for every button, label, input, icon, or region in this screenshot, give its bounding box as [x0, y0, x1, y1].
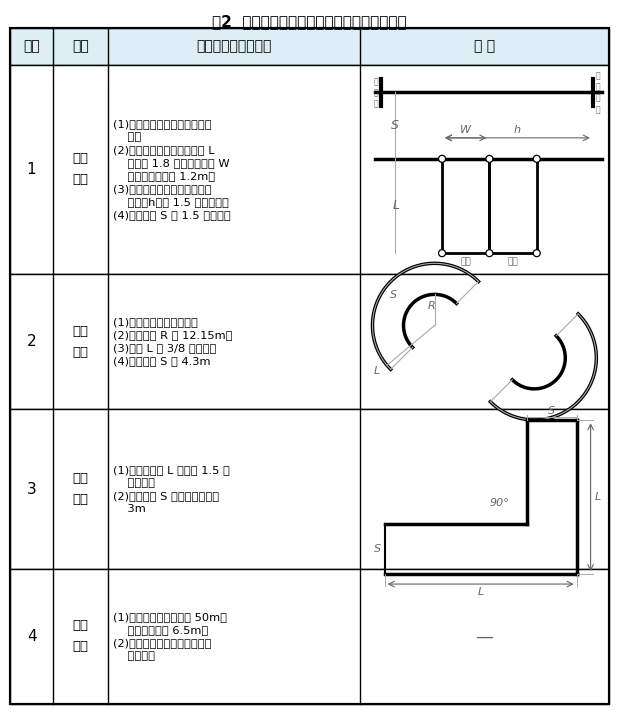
- Text: L: L: [595, 492, 601, 502]
- Text: 警示标志: 警示标志: [113, 651, 155, 661]
- Text: 总车长；: 总车长；: [113, 478, 155, 488]
- Text: (3)甲、乙车位外边线与起止线: (3)甲、乙车位外边线与起止线: [113, 184, 212, 194]
- Text: h: h: [514, 125, 521, 135]
- Text: S: S: [548, 406, 555, 416]
- Text: S: S: [391, 119, 399, 132]
- Text: (1)设置连续圆弧曲线路；: (1)设置连续圆弧曲线路；: [113, 317, 198, 327]
- Text: 曲线
行驶: 曲线 行驶: [72, 324, 89, 359]
- Text: (1)路段的直线长不小于 50m、: (1)路段的直线长不小于 50m、: [113, 612, 227, 622]
- Text: (3)弧长 L 为 3/8 圆周长；: (3)弧长 L 为 3/8 圆周长；: [113, 343, 217, 353]
- Text: (2)行车道宽 S 为牵引车轴距加: (2)行车道宽 S 为牵引车轴距加: [113, 490, 219, 500]
- Text: (2)外圆半径 R 为 12.15m；: (2)外圆半径 R 为 12.15m；: [113, 330, 233, 340]
- Circle shape: [486, 155, 493, 163]
- Text: 名称: 名称: [72, 39, 89, 53]
- Text: (1)直角弯路长 L 不小于 1.5 倍: (1)直角弯路长 L 不小于 1.5 倍: [113, 465, 230, 475]
- Bar: [10, 409, 609, 569]
- Text: L: L: [374, 366, 380, 376]
- Text: 倒车
训练: 倒车 训练: [72, 619, 89, 654]
- Circle shape: [438, 250, 446, 256]
- Text: 3: 3: [27, 482, 37, 497]
- Text: (2)非专门设置时，设置必要的: (2)非专门设置时，设置必要的: [113, 638, 212, 648]
- Text: S: S: [390, 291, 397, 301]
- Text: 2: 2: [27, 334, 37, 349]
- Text: 起
终
点
线: 起 终 点 线: [596, 72, 600, 114]
- Text: L: L: [477, 587, 484, 597]
- Text: S: S: [374, 544, 381, 554]
- Circle shape: [438, 155, 446, 163]
- Text: 序号: 序号: [23, 39, 40, 53]
- Circle shape: [486, 250, 493, 256]
- Text: L: L: [392, 200, 399, 213]
- Text: 道路宽不小于 6.5m；: 道路宽不小于 6.5m；: [113, 625, 209, 635]
- Text: 图 示: 图 示: [474, 39, 495, 53]
- Text: 乙库: 乙库: [461, 257, 471, 266]
- Text: 90°: 90°: [490, 498, 509, 508]
- Text: 的距离h均为 1.5 倍总车长；: 的距离h均为 1.5 倍总车长；: [113, 197, 229, 207]
- Text: R: R: [428, 301, 435, 311]
- Text: 停
止
线: 停 止 线: [373, 77, 378, 108]
- Text: —: —: [475, 627, 493, 646]
- Text: 不小于 1.8 倍总车长，宽 W: 不小于 1.8 倍总车长，宽 W: [113, 158, 230, 168]
- Text: 倒车
移位: 倒车 移位: [72, 153, 89, 186]
- Text: (2)甲、乙车位尺寸相同：长 L: (2)甲、乙车位尺寸相同：长 L: [113, 145, 215, 155]
- Text: 直角
转弯: 直角 转弯: [72, 472, 89, 506]
- Text: (4)行车道宽 S 为 4.3m: (4)行车道宽 S 为 4.3m: [113, 356, 210, 366]
- Text: 不大于挂车宽加 1.2m；: 不大于挂车宽加 1.2m；: [113, 171, 215, 181]
- Bar: [10, 64, 609, 274]
- Bar: [10, 569, 609, 704]
- Text: (4)行车道宽 S 为 1.5 倍总车长: (4)行车道宽 S 为 1.5 倍总车长: [113, 210, 231, 220]
- Bar: [10, 28, 609, 64]
- Text: 4: 4: [27, 629, 37, 644]
- Text: 设置方法与技术要求: 设置方法与技术要求: [196, 39, 272, 53]
- Text: 位；: 位；: [113, 132, 142, 142]
- Text: 1: 1: [27, 162, 37, 177]
- Text: (1)利用桩杆和标线设置模拟车: (1)利用桩杆和标线设置模拟车: [113, 119, 212, 129]
- Text: W: W: [460, 125, 471, 135]
- Circle shape: [533, 155, 540, 163]
- Circle shape: [533, 250, 540, 256]
- Bar: [10, 274, 609, 409]
- Text: 3m: 3m: [113, 503, 146, 513]
- Text: 甲库: 甲库: [508, 257, 519, 266]
- Text: 表2  轻型牵引挂车驾驶训练项目设施技术要求: 表2 轻型牵引挂车驾驶训练项目设施技术要求: [212, 14, 406, 29]
